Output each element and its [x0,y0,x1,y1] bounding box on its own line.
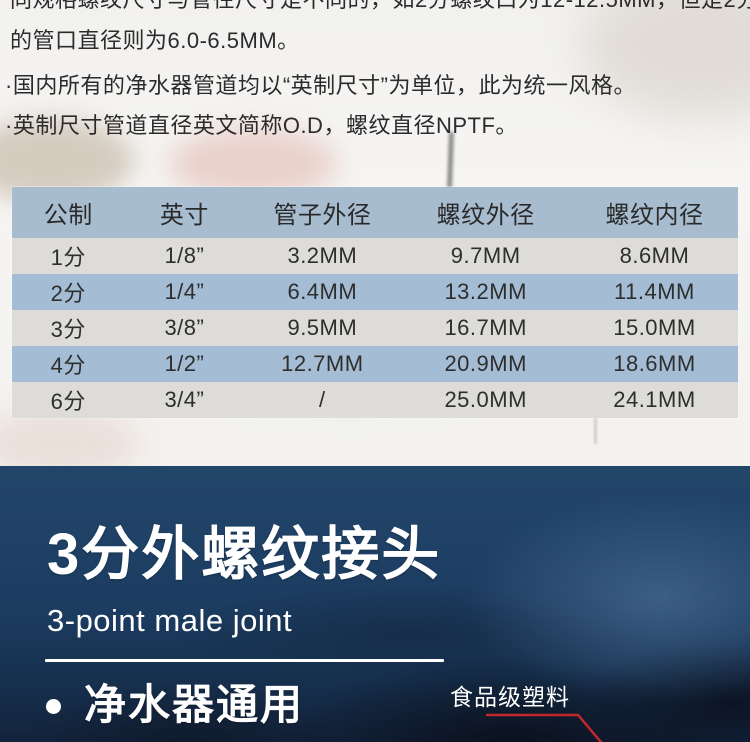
table-cell: 24.1MM [613,387,696,412]
table-cell: 1/8” [164,243,205,268]
table-cell: 6.4MM [287,279,358,304]
background-photo-object [447,131,454,189]
intro-text-line-4: ·英制尺寸管道直径英文简称O.D，螺纹直径NPTF。 [5,113,518,138]
table-cell: 3/8” [164,315,205,340]
table-header-inch: 英寸 [159,202,209,229]
table-row: 3分 3/8” 9.5MM 16.7MM 15.0MM [12,310,738,346]
table-cell: 11.4MM [614,279,695,304]
spec-intro-section: 同规格螺纹尺寸与管径尺寸是不同的，如2分螺纹口为12-12.5MM，但是2分 的… [0,0,750,466]
background-photo-object [594,398,597,444]
table-cell: 1分 [50,245,86,270]
table-cell: 9.5MM [287,315,358,340]
pipe-size-table: 公制 英寸 管子外径 螺纹外径 螺纹内径 1分 1/8” 3.2MM 9.7MM… [12,187,738,418]
table-row: 2分 1/4” 6.4MM 13.2MM 11.4MM [12,274,738,310]
table-cell: 20.9MM [444,351,527,376]
table-cell: 3/4” [164,387,205,412]
callout-connector-line [486,713,603,742]
callout-label: 食品级塑料 [450,684,570,710]
table-cell: 25.0MM [444,387,527,412]
table-row: 1分 1/8” 3.2MM 9.7MM 8.6MM [12,238,738,274]
table-header-pipe-od: 管子外径 [273,202,372,229]
product-hero-section: 3分外螺纹接头 3-point male joint 净水器通用 食品级塑料 [0,466,750,742]
table-header-thread-od: 螺纹外径 [436,202,535,229]
table-cell: 16.7MM [444,315,527,340]
table-row: 6分 3/4” / 25.0MM 24.1MM [12,382,738,418]
table-cell: 15.0MM [613,315,696,340]
table-cell: 12.7MM [281,351,364,376]
table-cell: 3分 [50,317,86,342]
table-cell: 4分 [50,353,86,378]
table-header-metric: 公制 [43,202,93,229]
table-cell: 3.2MM [287,243,358,268]
table-cell: 13.2MM [444,279,527,304]
table-cell: / [319,387,326,412]
table-cell: 18.6MM [613,351,696,376]
table-cell: 6分 [50,389,86,414]
intro-text-line-3: ·国内所有的净水器管道均以“英制尺寸”为单位，此为统一风格。 [5,73,636,98]
feature-bullet-text: 净水器通用 [84,681,305,728]
bullet-dot [46,699,61,714]
table-cell: 8.6MM [619,243,690,268]
intro-text-line-2: 的管口直径则为6.0-6.5MM。 [10,28,300,53]
table-header-row: 公制 英寸 管子外径 螺纹外径 螺纹内径 [12,187,738,238]
product-title-cn: 3分外螺纹接头 [47,522,442,587]
table-row: 4分 1/2” 12.7MM 20.9MM 18.6MM [12,346,738,382]
table-cell: 1/4” [164,279,205,304]
table-cell: 2分 [50,281,86,306]
product-title-en: 3-point male joint [47,603,293,638]
table-header-thread-id: 螺纹内径 [605,202,704,229]
background-blur-blob [580,0,750,120]
table-cell: 1/2” [164,351,205,376]
title-divider-line [45,659,444,662]
intro-text-line-1: 同规格螺纹尺寸与管径尺寸是不同的，如2分螺纹口为12-12.5MM，但是2分 [10,0,750,13]
table-cell: 9.7MM [450,243,521,268]
